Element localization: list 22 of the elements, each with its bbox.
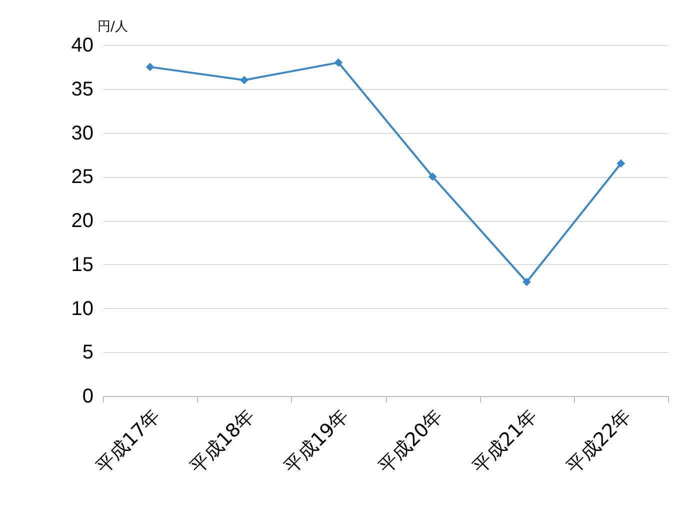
point [240, 76, 248, 84]
x-tick-label: 平成21年 [468, 405, 542, 478]
y-tick-label: 30 [71, 122, 94, 144]
x-tick-label: 平成18年 [186, 405, 259, 478]
y-axis-title: 円/人 [98, 20, 128, 34]
x-tick-label: 平成20年 [374, 405, 448, 478]
y-tick-label: 25 [71, 166, 94, 188]
y-tick-label: 0 [82, 386, 94, 408]
x-tick-label: 平成22年 [562, 405, 636, 478]
y-tick-label: 20 [71, 210, 94, 232]
y-tick-label: 40 [71, 34, 94, 56]
y-tick-label: 10 [71, 298, 94, 320]
point [146, 62, 154, 72]
point [334, 58, 343, 67]
x-tick-label: 平成19年 [280, 405, 354, 478]
point [428, 172, 437, 181]
point [616, 159, 626, 168]
x-tick-label: 平成17年 [92, 405, 165, 478]
y-tick-label: 35 [71, 78, 94, 100]
point [522, 278, 531, 286]
y-tick-label: 15 [71, 254, 94, 276]
y-tick-label: 5 [82, 342, 94, 364]
